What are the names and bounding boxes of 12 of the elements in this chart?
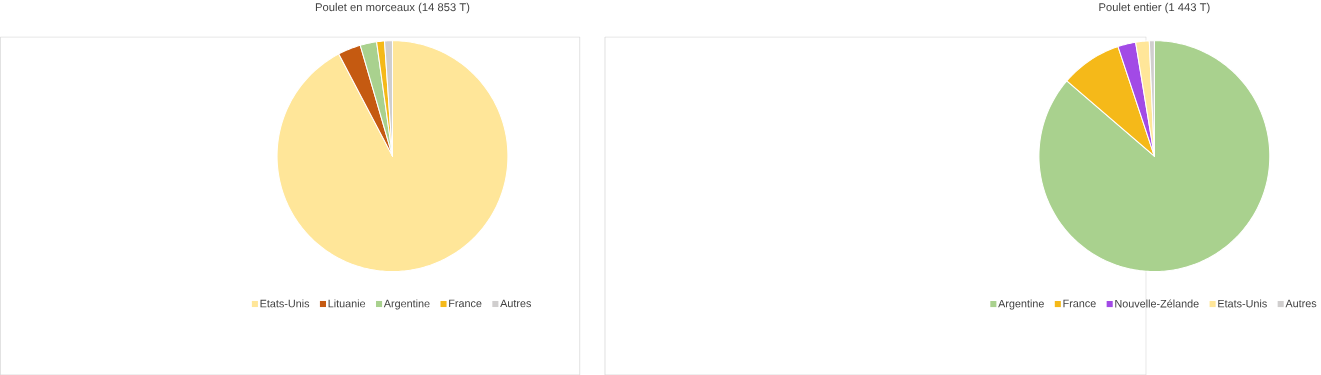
legend-label: Etats-Unis	[1218, 299, 1267, 308]
chart-title: Poulet entier (1 443 T)	[1099, 2, 1210, 14]
legend-label: Lituanie	[328, 299, 366, 308]
legend-label: Argentine	[383, 299, 430, 310]
legend-label: Autres	[500, 299, 531, 307]
legend-label: France	[449, 299, 482, 307]
legend-label: Etats-Unis	[260, 299, 310, 308]
legend-label: Nouvelle-Zélande	[1115, 299, 1199, 308]
legend-label: France	[1063, 299, 1096, 308]
chart-title: Poulet en morceaux (14 853 T)	[315, 2, 470, 14]
legend-label: Argentine	[998, 299, 1044, 310]
legend-label: Autres	[1285, 299, 1317, 308]
